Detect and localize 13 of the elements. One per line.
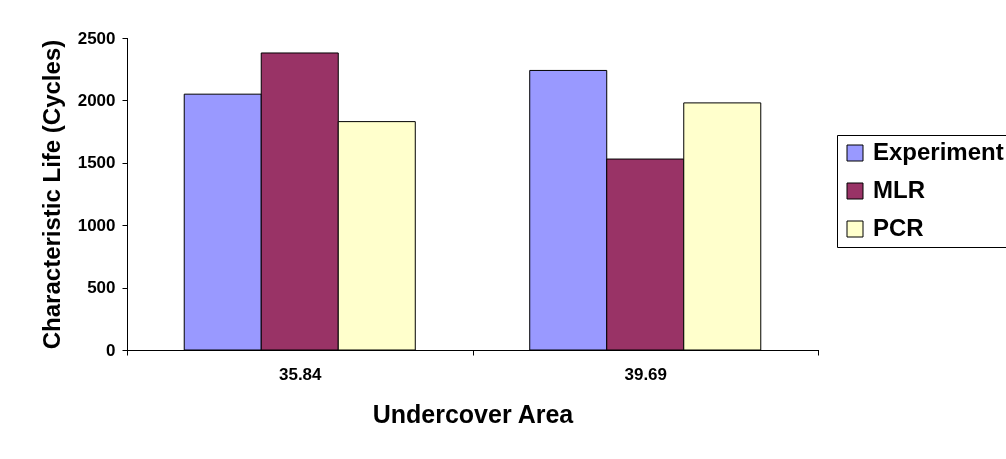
y-tick-label: 2500: [77, 28, 116, 48]
y-tick-label: 2000: [77, 90, 116, 110]
x-tick-label: 39.69: [624, 364, 668, 384]
legend-label: Experiment: [873, 138, 1004, 165]
x-axis-title: Undercover Area: [372, 399, 575, 428]
y-tick-label: 1000: [77, 215, 116, 235]
x-tick-label: 35.84: [278, 364, 323, 384]
legend-label: PCR: [873, 214, 924, 241]
y-tick-label: 500: [87, 278, 116, 298]
y-tick-label: 1500: [77, 153, 116, 173]
legend-label: MLR: [873, 176, 925, 203]
y-axis-title: Characteristic Life (Cycles): [37, 39, 65, 350]
y-tick-label: 0: [106, 340, 116, 360]
